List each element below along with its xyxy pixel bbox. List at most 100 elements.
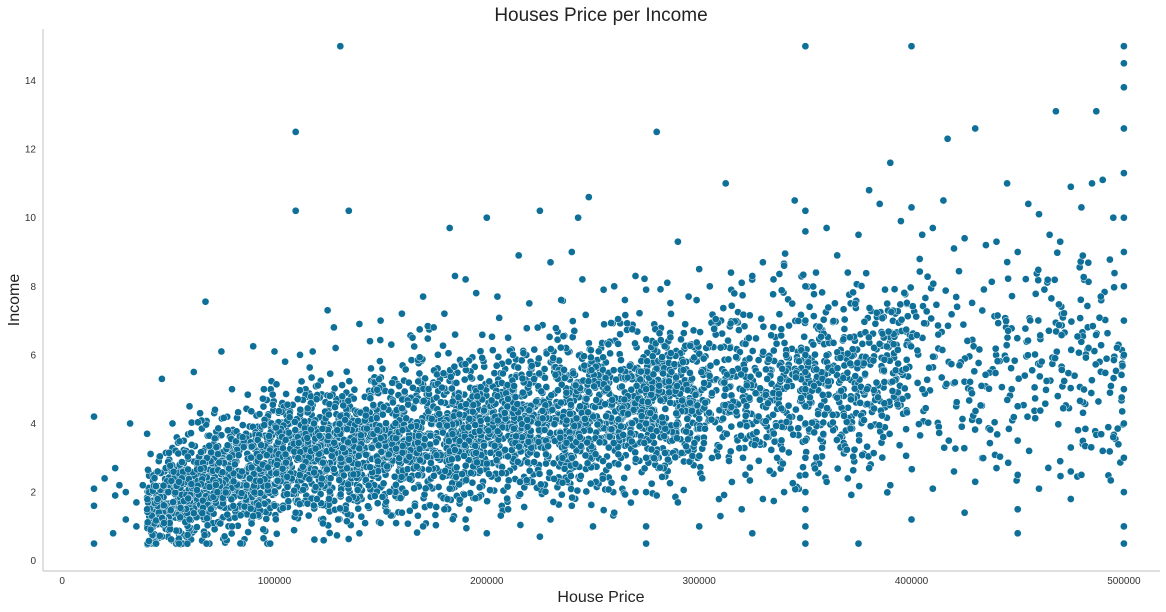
data-point xyxy=(587,346,595,355)
data-point xyxy=(1002,317,1010,325)
data-point xyxy=(401,365,410,374)
data-point xyxy=(1031,394,1039,403)
data-point xyxy=(223,441,232,450)
data-point xyxy=(185,515,194,524)
data-point xyxy=(593,420,602,429)
data-point xyxy=(1067,317,1076,326)
data-point xyxy=(754,370,763,379)
data-point xyxy=(1103,329,1112,338)
data-point xyxy=(541,487,550,496)
data-point xyxy=(542,450,550,459)
data-point xyxy=(820,410,829,419)
data-point xyxy=(291,128,300,136)
data-point xyxy=(874,393,882,402)
data-point xyxy=(1064,369,1073,377)
data-point xyxy=(143,429,151,438)
data-point xyxy=(283,472,292,481)
data-point xyxy=(746,476,754,485)
data-point xyxy=(523,423,532,431)
data-point xyxy=(718,329,726,338)
data-point xyxy=(583,459,592,468)
data-point xyxy=(168,419,177,428)
data-point xyxy=(476,347,485,356)
data-point xyxy=(730,289,739,298)
data-point xyxy=(310,535,319,544)
data-point xyxy=(407,422,416,431)
data-point xyxy=(291,508,300,517)
data-point xyxy=(488,346,497,355)
data-point xyxy=(146,525,155,534)
data-point xyxy=(413,528,421,537)
data-point xyxy=(534,354,543,363)
data-point xyxy=(325,487,334,496)
data-point xyxy=(847,491,856,499)
data-point xyxy=(1120,539,1128,548)
data-point xyxy=(944,436,953,445)
data-point xyxy=(866,422,875,431)
data-point xyxy=(270,501,279,510)
data-point xyxy=(809,282,818,291)
data-point xyxy=(695,265,704,273)
data-point xyxy=(495,314,504,322)
data-point xyxy=(325,495,333,503)
data-point xyxy=(727,422,736,431)
data-point xyxy=(385,487,394,496)
data-point xyxy=(863,400,872,408)
data-point xyxy=(247,519,256,528)
data-point xyxy=(1076,295,1085,304)
data-point xyxy=(923,272,932,281)
data-point xyxy=(801,505,810,514)
data-point xyxy=(324,432,333,441)
data-point xyxy=(778,445,787,454)
data-point xyxy=(896,300,905,309)
data-point xyxy=(451,446,459,454)
data-point xyxy=(614,315,622,323)
data-point xyxy=(454,393,463,402)
data-point xyxy=(939,196,948,205)
data-point xyxy=(869,356,878,365)
data-point xyxy=(843,349,852,358)
data-point xyxy=(304,511,313,520)
data-point xyxy=(582,487,591,496)
data-point xyxy=(319,519,327,528)
data-point xyxy=(640,439,649,447)
data-point xyxy=(724,355,733,364)
data-point xyxy=(770,437,779,446)
data-point xyxy=(255,410,264,418)
data-point xyxy=(309,501,318,510)
data-point xyxy=(496,511,505,520)
data-point xyxy=(810,428,819,437)
data-point xyxy=(567,453,576,462)
data-point xyxy=(777,325,786,333)
data-point xyxy=(839,374,848,382)
data-point xyxy=(801,436,810,445)
data-point xyxy=(423,334,432,343)
data-point xyxy=(542,459,550,468)
data-point xyxy=(741,411,750,420)
data-point xyxy=(283,490,292,498)
data-point xyxy=(566,409,574,418)
data-point xyxy=(913,379,922,387)
data-point xyxy=(586,479,595,488)
data-point xyxy=(1034,316,1043,325)
data-point xyxy=(971,477,980,486)
data-point xyxy=(283,483,292,491)
data-point xyxy=(1013,529,1022,538)
data-point xyxy=(879,433,888,441)
data-point xyxy=(908,302,917,311)
data-point xyxy=(525,406,534,415)
data-point xyxy=(537,387,546,396)
data-point xyxy=(580,361,589,370)
data-point xyxy=(885,430,894,438)
data-point xyxy=(503,482,512,491)
data-point xyxy=(458,470,466,478)
data-point xyxy=(1045,326,1053,335)
data-point xyxy=(878,453,887,462)
data-point xyxy=(720,378,729,387)
data-point xyxy=(584,387,593,396)
data-point xyxy=(1051,354,1059,363)
data-point xyxy=(922,307,931,316)
data-point xyxy=(581,451,590,460)
data-point xyxy=(361,411,370,420)
data-point xyxy=(900,384,909,393)
